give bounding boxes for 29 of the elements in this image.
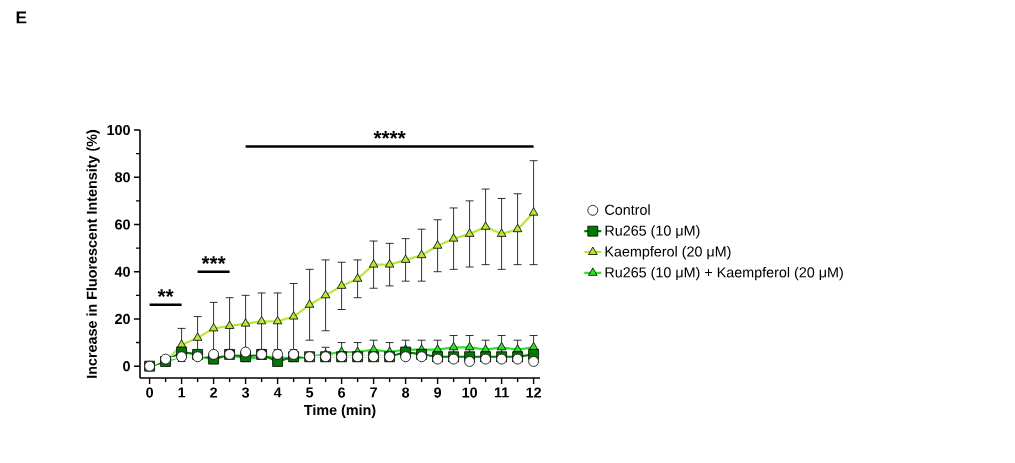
y-tick-label: 0 [123,361,130,372]
y-tick-label: 100 [107,124,130,136]
y-tick-label: 40 [114,266,130,277]
x-tick-label: 5 [306,387,314,398]
x-tick-label: 8 [402,387,410,398]
legend-label: Kaempferol (20 μM) [605,246,731,260]
legend-label: Ru265 (10 μM) [605,225,700,239]
x-tick-label: 4 [273,387,282,398]
x-tick-label: 0 [146,387,153,398]
legend-label: Control [605,204,650,215]
x-tick-label: 2 [210,387,218,398]
x-tick-label: 3 [241,387,250,398]
x-tick-label: 6 [338,387,346,398]
text: E [16,11,27,24]
y-axis-title: Increase in Fluorescent Intensity (%) [86,129,100,378]
x-axis-title: Time (min) [304,404,376,418]
annotation: **** [373,131,406,139]
y-tick-label: 80 [115,172,130,183]
y-tick-label: 20 [115,313,130,325]
legend-label: Ru265 (10 μM) + Kaempferol (20 μM) [605,266,843,281]
x-tick-label: 10 [462,387,477,398]
annotation: *** [201,256,226,264]
x-tick-label: 7 [370,387,377,398]
x-tick-label: 9 [434,387,442,398]
annotation: ** [157,289,174,298]
x-tick-label: 12 [526,387,542,398]
x-tick-label: 11 [494,387,509,398]
x-tick-label: 1 [178,387,186,398]
y-tick-label: 60 [115,219,130,230]
